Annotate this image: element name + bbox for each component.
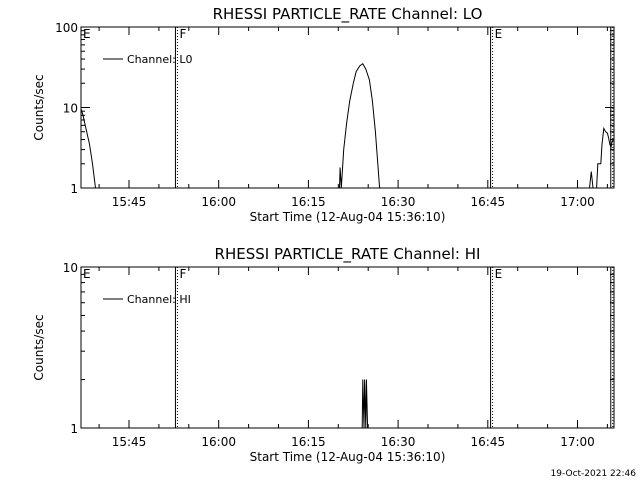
y-tick-label: 10 xyxy=(63,102,78,116)
plot-channel-hi: RHESSI PARTICLE_RATE Channel: HI 15:45 16:… xyxy=(32,245,615,464)
x-tick-label: 15:45 xyxy=(112,435,147,449)
data-series-line xyxy=(361,379,369,428)
x-tick-label: 16:45 xyxy=(471,435,506,449)
legend-label: Channel: HI xyxy=(127,293,191,306)
x-tick-label: 15:45 xyxy=(112,195,147,209)
data-series-line xyxy=(339,62,381,188)
data-series-line xyxy=(81,107,96,188)
chart-title: RHESSI PARTICLE_RATE Channel: HI xyxy=(215,245,481,264)
chart-title: RHESSI PARTICLE_RATE Channel: LO xyxy=(213,5,483,24)
x-tick-label: 16:15 xyxy=(291,435,326,449)
y-tick-label: 1 xyxy=(70,422,78,436)
event-marker-label: F xyxy=(179,267,186,281)
x-tick-label: 16:30 xyxy=(381,195,416,209)
x-tick-label: 17:00 xyxy=(560,435,595,449)
footer-timestamp: 19-Oct-2021 22:46 xyxy=(551,469,637,479)
x-tick-label: 16:45 xyxy=(471,195,506,209)
event-marker-label: E xyxy=(495,27,503,41)
x-tick-label: 16:30 xyxy=(381,435,416,449)
y-tick-label: 10 xyxy=(63,261,78,275)
plot-frame xyxy=(80,26,615,189)
event-marker-label: E xyxy=(83,27,91,41)
data-series-line xyxy=(589,126,614,188)
event-marker-label: F xyxy=(179,27,186,41)
x-tick-label: 16:00 xyxy=(201,435,236,449)
event-marker-label: E xyxy=(495,267,503,281)
x-axis-label: Start Time (12-Aug-04 15:36:10) xyxy=(250,210,446,224)
x-axis-label: Start Time (12-Aug-04 15:36:10) xyxy=(250,450,446,464)
y-tick-label: 1 xyxy=(70,182,78,196)
y-axis-label: Counts/sec xyxy=(32,314,46,380)
x-tick-label: 16:00 xyxy=(201,195,236,209)
x-tick-label: 16:15 xyxy=(291,195,326,209)
event-marker-label: E xyxy=(83,267,91,281)
plot-channel-lo: RHESSI PARTICLE_RATE Channel: LO 15:45 16:… xyxy=(32,5,615,224)
x-tick-label: 17:00 xyxy=(560,195,595,209)
y-axis-label: Counts/sec xyxy=(32,74,46,140)
y-tick-label: 100 xyxy=(55,21,78,35)
plot-frame xyxy=(80,266,615,429)
legend-label: Channel: L0 xyxy=(127,53,193,66)
